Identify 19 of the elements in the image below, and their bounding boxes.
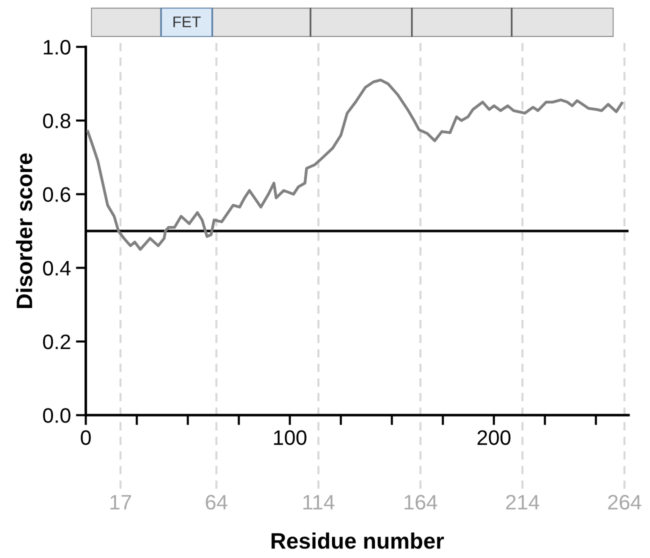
ref-line-label: 17 xyxy=(110,495,132,510)
ref-line-label: 164 xyxy=(404,494,438,510)
x-tick-label: 200 xyxy=(478,430,510,446)
y-tick-label: 1.0 xyxy=(44,40,70,55)
x-axis-title: Residue number xyxy=(272,532,444,549)
y-tick-label: 0.6 xyxy=(43,187,70,202)
y-tick-label: 0.8 xyxy=(43,114,70,128)
text: FET xyxy=(173,16,201,28)
y-axis-title: Disorder score xyxy=(16,153,32,308)
ref-line-label: 64 xyxy=(206,494,228,510)
x-tick-label: 0 xyxy=(80,430,91,446)
ref-line-label: 114 xyxy=(303,495,334,510)
x-tick-label: 100 xyxy=(274,430,306,446)
ref-line-label: 214 xyxy=(506,494,540,510)
y-tick-label: 0.4 xyxy=(43,260,71,276)
ref-line-label: 264 xyxy=(608,494,642,510)
line-series xyxy=(86,78,624,251)
y-tick-label: 0.2 xyxy=(43,334,70,350)
y-tick-label: 0.0 xyxy=(43,408,70,423)
